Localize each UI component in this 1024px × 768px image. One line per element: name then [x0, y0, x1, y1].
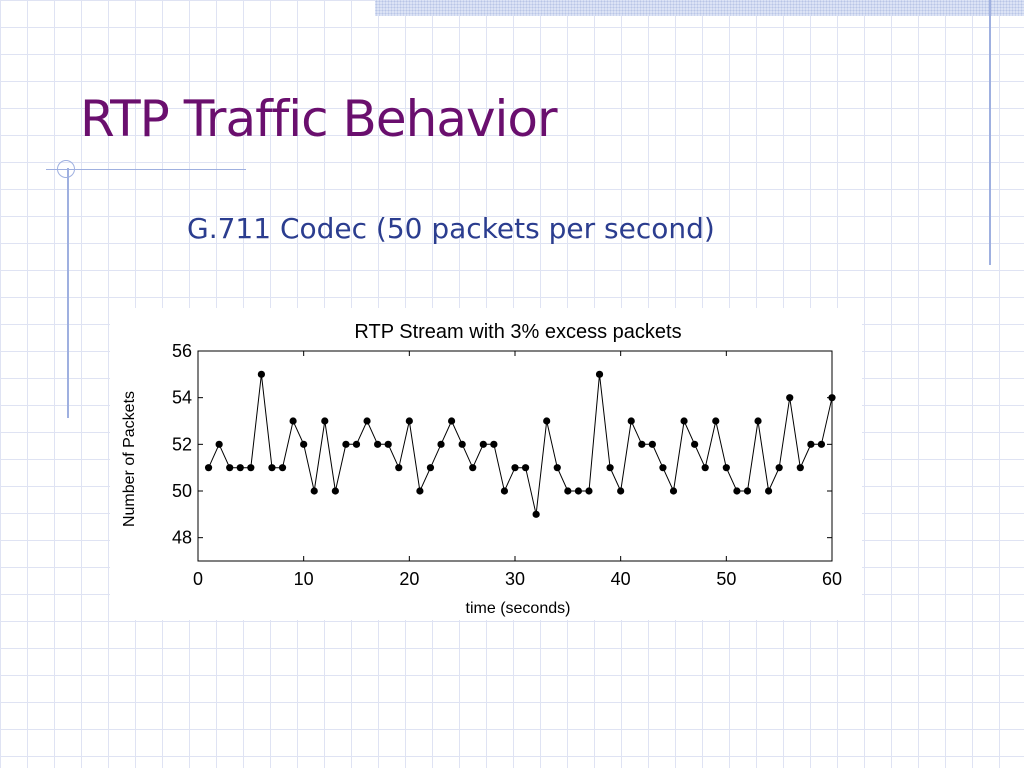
data-point — [828, 394, 836, 402]
y-tick-label: 54 — [172, 388, 192, 408]
chart-title: RTP Stream with 3% excess packets — [354, 321, 681, 343]
data-point — [405, 417, 413, 425]
data-point — [765, 487, 773, 495]
x-tick-label: 60 — [822, 569, 842, 589]
data-point — [680, 417, 688, 425]
y-tick-label: 52 — [172, 434, 192, 454]
data-point — [490, 440, 498, 448]
data-point — [363, 417, 371, 425]
decor-rule-left — [67, 168, 69, 418]
data-point — [743, 487, 752, 495]
data-point — [268, 464, 276, 472]
data-point — [278, 464, 287, 472]
y-axis-label: Number of Packets — [121, 391, 138, 527]
data-point — [247, 464, 255, 472]
x-tick-label: 40 — [611, 569, 631, 589]
data-point — [786, 394, 794, 402]
plot-area: 0 10 20 30 40 50 60 48 50 52 54 56 — [172, 341, 842, 589]
data-point — [617, 487, 625, 495]
data-point — [395, 464, 403, 472]
data-point — [384, 440, 392, 448]
data-point — [564, 487, 572, 495]
y-tick-label: 50 — [172, 481, 192, 501]
y-tick-label: 48 — [172, 528, 192, 548]
data-point — [236, 464, 244, 472]
x-tick-label: 10 — [294, 569, 314, 589]
data-point — [606, 464, 614, 472]
series-line — [208, 374, 833, 515]
data-point — [796, 464, 804, 472]
data-point — [712, 417, 720, 425]
data-point — [669, 487, 678, 495]
data-point — [426, 464, 435, 472]
data-point — [817, 440, 826, 448]
data-point — [585, 487, 593, 495]
decor-ring-icon — [57, 160, 75, 178]
data-point — [500, 487, 509, 495]
data-point — [374, 440, 382, 448]
data-point — [691, 440, 699, 448]
data-point — [226, 464, 234, 472]
data-point — [257, 370, 265, 378]
title-underline — [46, 169, 246, 170]
data-point — [722, 464, 730, 472]
data-point — [331, 487, 339, 495]
data-point — [521, 464, 530, 472]
chart-figure: RTP Stream with 3% excess packets Number… — [110, 308, 862, 620]
data-point — [204, 464, 213, 472]
data-point — [458, 440, 466, 448]
line-chart: RTP Stream with 3% excess packets Number… — [121, 321, 842, 617]
decor-rule-right — [989, 0, 991, 265]
data-point — [416, 487, 424, 495]
plot-frame — [197, 350, 833, 562]
x-tick-label: 50 — [716, 569, 736, 589]
data-point — [701, 464, 709, 472]
data-point — [469, 464, 477, 472]
slide-title: RTP Traffic Behavior — [80, 90, 558, 148]
data-point — [733, 487, 741, 495]
data-point — [352, 440, 361, 448]
header-band — [375, 0, 1024, 16]
data-point — [437, 440, 445, 448]
data-point — [595, 370, 604, 378]
data-point — [553, 464, 561, 472]
data-point — [754, 417, 762, 425]
y-tick-label: 56 — [172, 341, 192, 361]
data-point — [659, 464, 667, 472]
data-point — [300, 440, 308, 448]
data-point — [543, 417, 551, 425]
data-point — [342, 440, 350, 448]
x-tick-label: 0 — [193, 569, 203, 589]
data-point — [289, 417, 297, 425]
data-point — [479, 440, 487, 448]
data-point — [627, 417, 635, 425]
data-point — [638, 440, 646, 448]
x-axis-label: time (seconds) — [466, 600, 571, 617]
data-point — [511, 464, 519, 472]
x-tick-label: 20 — [399, 569, 419, 589]
data-point — [775, 464, 783, 472]
data-point — [648, 440, 656, 448]
data-point — [448, 417, 456, 425]
data-point — [310, 487, 318, 495]
data-point — [807, 440, 815, 448]
data-point — [532, 510, 540, 518]
data-point — [215, 440, 223, 448]
slide-subtitle: G.711 Codec (50 packets per second) — [187, 212, 715, 245]
data-point — [321, 417, 329, 425]
x-tick-label: 30 — [505, 569, 525, 589]
data-point — [574, 487, 582, 495]
